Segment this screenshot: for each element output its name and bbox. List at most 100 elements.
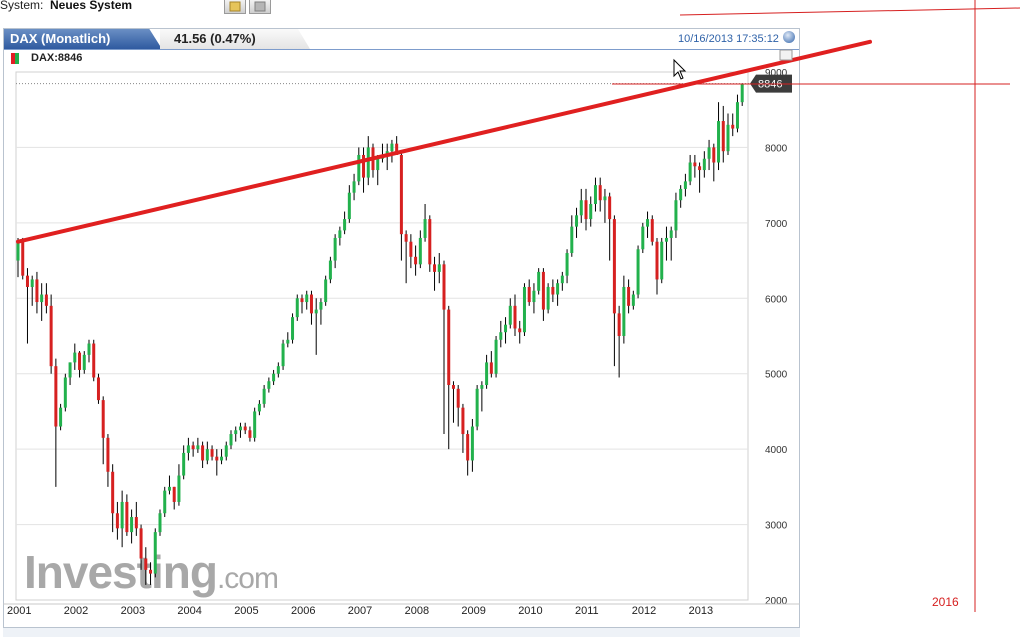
candle [565, 253, 569, 276]
y-tick-label: 3000 [765, 521, 788, 532]
candle [631, 294, 635, 306]
watermark-brand: Investing [24, 546, 218, 598]
candle [437, 264, 441, 272]
x-tick-label: 2005 [234, 605, 258, 617]
candle [324, 279, 328, 303]
candle [428, 219, 432, 265]
save-button[interactable] [249, 0, 271, 14]
candle [338, 230, 342, 238]
y-tick-label: 2000 [765, 596, 788, 607]
candle [305, 294, 309, 303]
candle [461, 407, 465, 435]
settings-icon [779, 49, 793, 61]
candle [702, 158, 706, 171]
chart-title: DAX (Monatlich) [10, 31, 111, 46]
candle [556, 283, 560, 295]
candle [735, 102, 739, 129]
candle [220, 456, 224, 461]
candle [532, 290, 536, 303]
system-value[interactable]: Neues System [50, 0, 133, 12]
clock-icon[interactable] [783, 31, 795, 43]
candle [731, 124, 735, 129]
tab-divider [4, 49, 799, 50]
candle [357, 154, 361, 182]
x-tick-label: 2003 [121, 605, 145, 617]
candle [721, 121, 725, 152]
x-tick-label: 2009 [461, 605, 485, 617]
candle [257, 403, 261, 412]
annotation-year: 2016 [932, 595, 959, 609]
candle [205, 449, 209, 461]
symbol-label: DAX:8846 [31, 52, 83, 64]
candle [82, 354, 86, 370]
candle [589, 204, 593, 220]
candle [395, 143, 399, 155]
candle [319, 302, 323, 310]
candle [215, 456, 219, 461]
annotation-top-line [679, 7, 1020, 16]
x-tick-label: 2012 [632, 605, 656, 617]
candle [664, 237, 668, 242]
candle [366, 147, 370, 178]
chart-tab[interactable] [4, 29, 162, 49]
candle [21, 241, 25, 276]
trend-line [16, 39, 872, 244]
candle [96, 377, 100, 401]
x-tick-label: 2007 [348, 605, 372, 617]
candle [328, 260, 332, 280]
candle [182, 452, 186, 476]
candle [243, 426, 247, 431]
candle [646, 219, 650, 227]
folder-icon [229, 1, 241, 12]
y-tick-label: 7000 [765, 219, 788, 230]
open-folder-button[interactable] [224, 0, 246, 14]
candle [281, 343, 285, 367]
x-tick-label: 2001 [7, 605, 31, 617]
candle [485, 362, 489, 386]
candle [399, 154, 403, 235]
candle [87, 343, 91, 355]
candle [717, 121, 721, 163]
candle [210, 449, 214, 457]
candle [343, 219, 347, 231]
candle [683, 181, 687, 189]
x-tick-label: 2013 [689, 605, 713, 617]
candle [314, 309, 318, 314]
candle [286, 339, 290, 344]
candle [570, 226, 574, 254]
candle [68, 362, 72, 378]
y-tick-label: 4000 [765, 445, 788, 456]
plot-frame [15, 71, 749, 601]
candle [660, 241, 664, 280]
candle [698, 166, 702, 171]
candle [726, 124, 730, 152]
candle [120, 501, 124, 529]
x-tick-label: 2002 [64, 605, 88, 617]
candle [712, 147, 716, 163]
candle [163, 490, 167, 514]
candle [35, 279, 39, 303]
candle [63, 377, 67, 408]
candle [451, 385, 455, 389]
candle [627, 286, 631, 306]
candle [494, 339, 498, 374]
system-label: System: [0, 0, 44, 12]
candle [300, 298, 304, 303]
candle [693, 162, 697, 167]
candle [130, 517, 134, 533]
price-tag-label: 8846 [758, 79, 782, 91]
candle [92, 343, 96, 378]
candle [513, 305, 517, 329]
timestamp: 10/16/2013 17:35:12 [678, 33, 779, 45]
up-down-flag-icon [11, 53, 19, 64]
candle [16, 241, 20, 261]
candle [101, 400, 105, 438]
candle [679, 188, 683, 201]
watermark-suffix: .com [216, 562, 279, 595]
candle [291, 317, 295, 340]
candle [158, 513, 162, 533]
candle [177, 475, 181, 502]
candle [598, 185, 602, 201]
candle [546, 286, 550, 310]
